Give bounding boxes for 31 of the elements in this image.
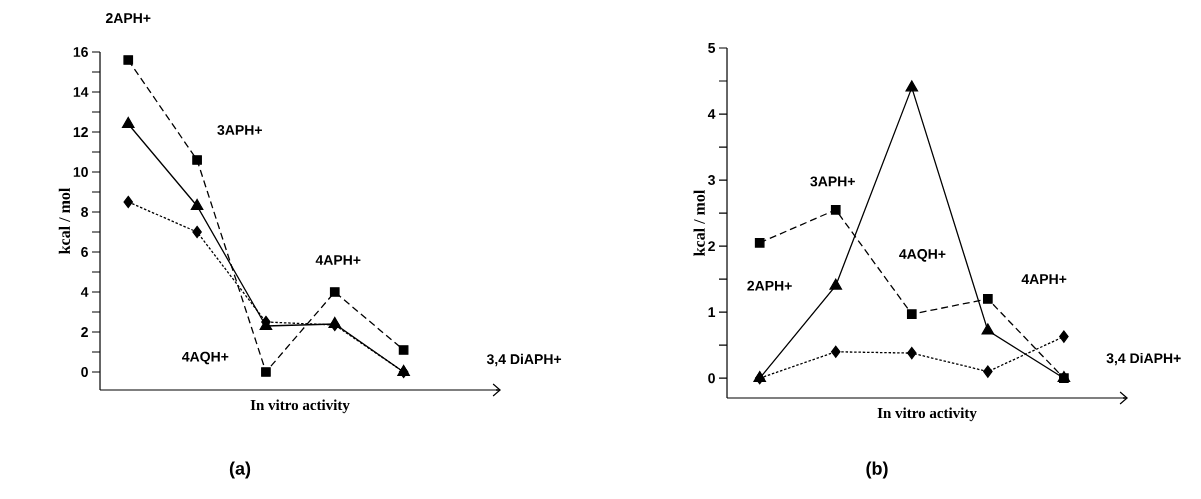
text: (a): [229, 461, 251, 479]
y-axis-title: kcal / mol: [693, 189, 705, 256]
annotation: 3APH+: [217, 125, 262, 135]
y-axis-title: kcal / mol: [58, 187, 71, 254]
annotation: 2APH+: [747, 280, 792, 291]
y-tick-label: 1: [708, 307, 716, 317]
y-tick-label: 0: [708, 373, 715, 384]
annotation: 3,4 DiAPH+: [486, 353, 562, 367]
y-tick-label: 2: [708, 241, 715, 251]
y-tick-label: 10: [73, 167, 88, 177]
text: 2APH+: [105, 13, 151, 23]
y-tick-label: 0: [81, 367, 88, 377]
y-tick-label: 8: [81, 207, 89, 217]
y-tick-label: 6: [81, 247, 88, 257]
annotation: 4APH+: [1021, 274, 1067, 284]
y-tick-label: 4: [707, 109, 716, 119]
text: (b): [866, 461, 888, 479]
x-axis-title: In vitro activity: [877, 407, 977, 422]
y-tick-label: 5: [708, 43, 716, 53]
annotation: 4APH+: [315, 255, 361, 265]
annotation: 4AQH+: [182, 351, 229, 365]
annotation: 3,4 DiAPH+: [1106, 352, 1181, 366]
y-tick-label: 12: [73, 127, 88, 137]
y-tick-label: 14: [73, 87, 89, 97]
x-axis-title: In vitro activity: [250, 399, 350, 414]
annotation: 3APH+: [810, 176, 855, 187]
y-tick-label: 4: [80, 287, 89, 297]
y-tick-label: 16: [73, 47, 88, 57]
y-tick-label: 2: [81, 327, 88, 337]
y-tick-label: 3: [708, 175, 715, 186]
annotation: 4AQH+: [899, 249, 946, 262]
